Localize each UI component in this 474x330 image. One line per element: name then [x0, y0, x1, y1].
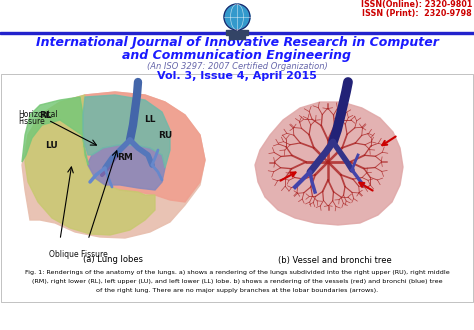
FancyBboxPatch shape — [0, 32, 474, 34]
Text: Oblique Fissure: Oblique Fissure — [49, 250, 108, 259]
Text: Vol. 3, Issue 4, April 2015: Vol. 3, Issue 4, April 2015 — [157, 71, 317, 81]
Text: (An ISO 3297: 2007 Certified Organization): (An ISO 3297: 2007 Certified Organizatio… — [146, 62, 328, 71]
Text: Fig. 1: Renderings of the anatomy of the lungs. a) shows a rendering of the lung: Fig. 1: Renderings of the anatomy of the… — [25, 270, 449, 275]
Polygon shape — [255, 102, 403, 225]
Polygon shape — [25, 95, 155, 235]
Text: LL: LL — [144, 115, 156, 124]
Text: of the right lung. There are no major supply branches at the lobar boundaries (a: of the right lung. There are no major su… — [96, 288, 378, 293]
FancyBboxPatch shape — [226, 30, 248, 35]
Text: International Journal of Innovative Research in Computer: International Journal of Innovative Rese… — [36, 36, 438, 49]
Text: (b) Vessel and bronchi tree: (b) Vessel and bronchi tree — [278, 255, 392, 265]
Text: Horizontal: Horizontal — [18, 110, 58, 119]
Circle shape — [224, 4, 250, 30]
Text: RM: RM — [117, 153, 133, 162]
FancyBboxPatch shape — [229, 35, 245, 39]
Text: (RM), right lower (RL), left upper (LU), and left lower (LL) lobe. b) shows a re: (RM), right lower (RL), left upper (LU),… — [32, 279, 442, 284]
Text: (a) Lung lobes: (a) Lung lobes — [83, 255, 143, 265]
Text: ISSN (Print):  2320-9798: ISSN (Print): 2320-9798 — [362, 9, 472, 18]
Text: LU: LU — [46, 141, 58, 149]
Text: ISSN(Online): 2320-9801: ISSN(Online): 2320-9801 — [361, 0, 472, 9]
Text: Fissure: Fissure — [18, 117, 45, 126]
Text: RU: RU — [158, 130, 172, 140]
Text: and Communication Engineering: and Communication Engineering — [122, 49, 352, 62]
Polygon shape — [82, 92, 205, 202]
Polygon shape — [83, 95, 170, 168]
Text: RL: RL — [39, 111, 51, 119]
Polygon shape — [22, 92, 205, 238]
Polygon shape — [22, 97, 88, 165]
Polygon shape — [88, 145, 165, 190]
